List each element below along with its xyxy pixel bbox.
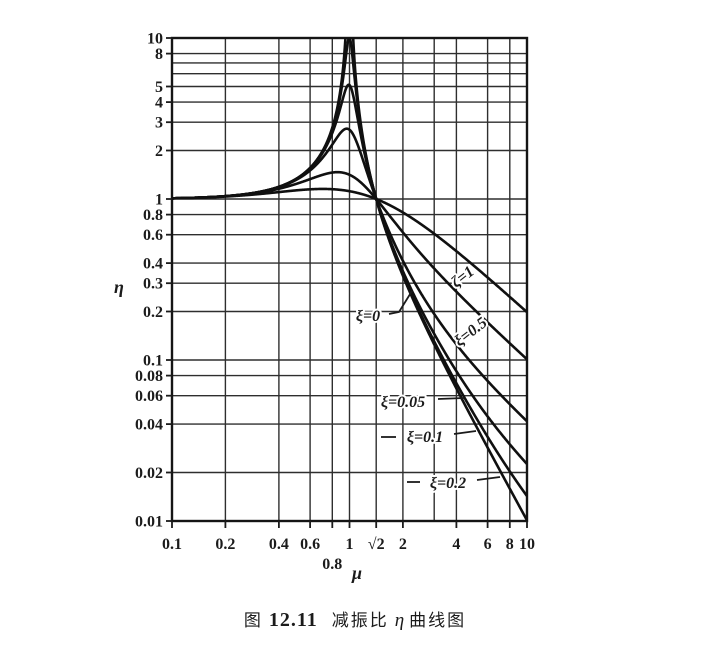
- x-tick-label-0-4: 0.4: [269, 536, 289, 553]
- caption-title-suffix: 曲线图: [409, 611, 467, 630]
- caption-fig-label: 图: [243, 611, 263, 630]
- x-tick-label-6: 6: [484, 536, 492, 553]
- figure-caption: 图 12.11 减振比 η 曲线图: [0, 606, 710, 632]
- tick-layer: 0.1 0.2 0.4 0.60.81 √2 2 4 6 8 10108543210.80.60.…: [135, 31, 535, 574]
- curve-label-xi--0-1: ξ=0.1: [407, 429, 443, 446]
- y-tick-label-3: 3: [155, 115, 163, 132]
- x-tick-label-1: 1: [346, 536, 354, 553]
- y-tick-label-0-08: 0.08: [135, 368, 163, 385]
- y-tick-label-0-02: 0.02: [135, 465, 163, 482]
- y-tick-label-0-06: 0.06: [135, 388, 163, 405]
- curve-label-leader-xi--0: [388, 290, 413, 315]
- y-tick-label-8: 8: [155, 46, 163, 63]
- curve-zeta--1: [172, 187, 527, 314]
- x-tick-label-4: 4: [452, 536, 460, 553]
- y-tick-label-1: 1: [155, 192, 163, 209]
- x-axis-title: μ: [351, 563, 362, 583]
- y-tick-label-0-04: 0.04: [135, 417, 163, 434]
- caption-fig-number: 12.11: [268, 609, 318, 631]
- y-tick-label-2: 2: [155, 143, 163, 160]
- x-tick-label-sqrt2: √2: [368, 536, 385, 553]
- y-tick-label-0-6: 0.6: [143, 227, 163, 244]
- curve-label-xi--0-05: ξ=0.05: [381, 394, 425, 411]
- curve-label-xi--0-2: ξ=0.2: [430, 475, 466, 492]
- annotation-layer: ξ=0ζ=1ξ=0.5ξ=0.05ξ=0.1ξ=0.2: [354, 261, 501, 494]
- curve-label-leader-xi--0-2: [476, 476, 501, 481]
- y-tick-label-0-8: 0.8: [143, 207, 163, 224]
- caption-eta-symbol: η: [394, 610, 407, 631]
- y-tick-label-4: 4: [155, 95, 163, 112]
- curve-label-leader-xi--0-1: [453, 430, 477, 435]
- y-tick-label-0-3: 0.3: [143, 276, 163, 293]
- y-axis-title: η: [114, 277, 124, 297]
- y-tick-label-0-1: 0.1: [143, 353, 163, 370]
- curve-layer: [172, 38, 527, 521]
- curve-label-xi--0: ξ=0: [356, 308, 380, 325]
- x-tick-label-0-8: 0.8: [322, 556, 342, 573]
- eta-mu-transmissibility-chart: 0.1 0.2 0.4 0.60.81 √2 2 4 6 8 10108543210.80.60.…: [114, 31, 535, 584]
- y-tick-label-0-01: 0.01: [135, 514, 163, 531]
- x-tick-label-10: 10: [519, 536, 535, 553]
- x-tick-label-2: 2: [399, 536, 407, 553]
- x-tick-label-0-1: 0.1: [162, 536, 182, 553]
- curve-label-leader-xi--0-05: [437, 397, 465, 400]
- y-tick-label-0-4: 0.4: [143, 256, 163, 273]
- y-tick-label-0-2: 0.2: [143, 304, 163, 321]
- y-tick-label-5: 5: [155, 79, 163, 96]
- y-tick-label-10: 10: [147, 31, 163, 48]
- caption-title-text: 减振比: [331, 611, 389, 630]
- x-tick-label-8: 8: [506, 536, 514, 553]
- x-tick-label-0-6: 0.6: [300, 536, 320, 553]
- x-tick-label-0-2: 0.2: [215, 536, 235, 553]
